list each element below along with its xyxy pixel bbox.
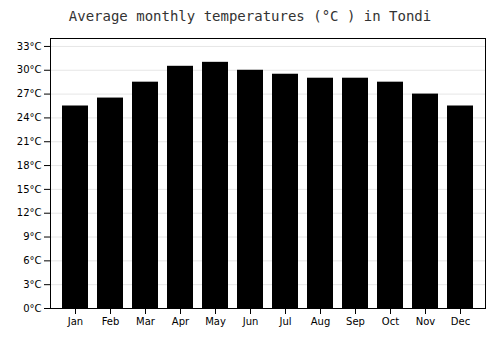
svg-text:Sep: Sep: [346, 316, 365, 327]
svg-text:12°C: 12°C: [17, 207, 42, 218]
svg-text:15°C: 15°C: [17, 184, 42, 195]
svg-text:9°C: 9°C: [23, 231, 41, 242]
svg-text:Apr: Apr: [172, 316, 190, 327]
svg-text:6°C: 6°C: [23, 255, 41, 266]
svg-text:Aug: Aug: [311, 316, 331, 327]
svg-text:Jul: Jul: [278, 316, 291, 327]
svg-text:Jun: Jun: [242, 316, 259, 327]
svg-text:24°C: 24°C: [17, 112, 42, 123]
svg-text:Dec: Dec: [451, 316, 470, 327]
svg-text:18°C: 18°C: [17, 160, 42, 171]
svg-text:Feb: Feb: [102, 316, 120, 327]
svg-text:Oct: Oct: [382, 316, 399, 327]
svg-text:30°C: 30°C: [17, 64, 42, 75]
svg-text:33°C: 33°C: [17, 41, 42, 52]
svg-text:21°C: 21°C: [17, 136, 42, 147]
svg-text:27°C: 27°C: [17, 88, 42, 99]
svg-text:Mar: Mar: [136, 316, 156, 327]
svg-text:Nov: Nov: [416, 316, 436, 327]
svg-text:Jan: Jan: [67, 316, 83, 327]
html-text:Average monthly temperatures (: Average monthly temperatures (°C ) in To…: [68, 8, 432, 24]
svg-text:May: May: [205, 316, 226, 327]
svg-text:3°C: 3°C: [23, 279, 41, 290]
svg-text:0°C: 0°C: [23, 303, 41, 314]
